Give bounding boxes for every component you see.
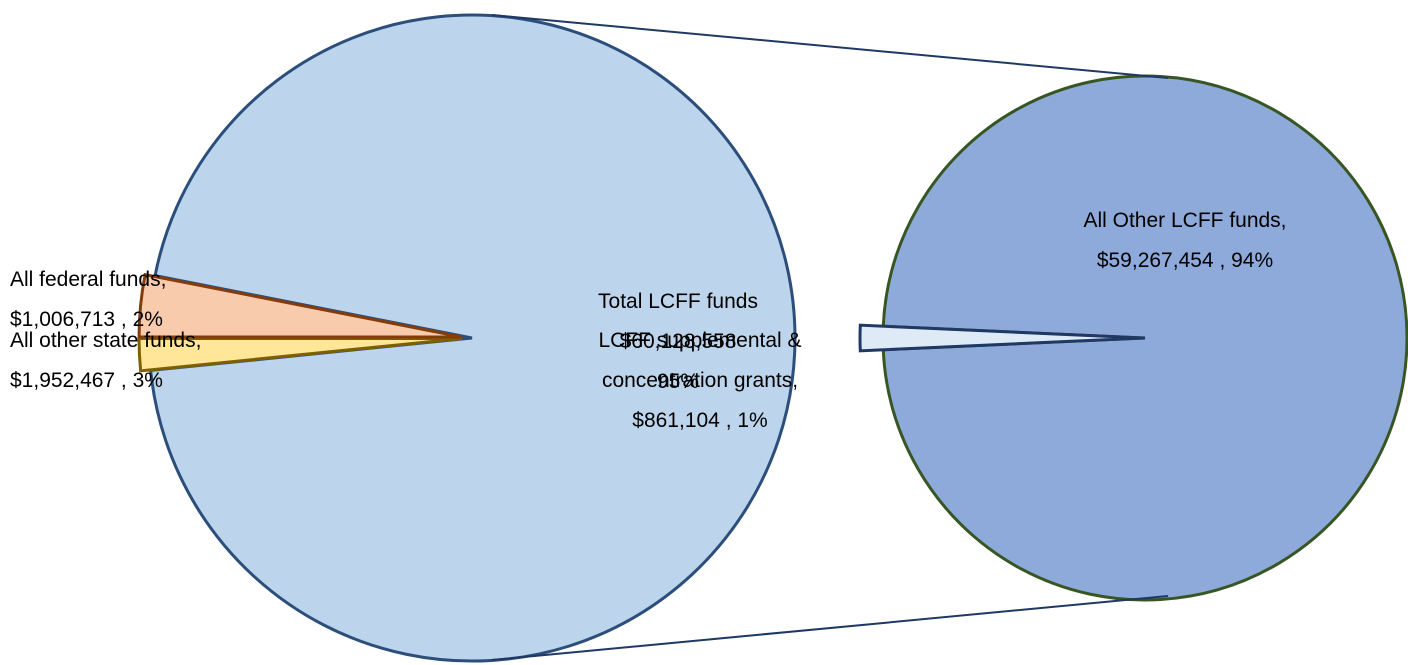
label-federal-line-1: All federal funds, (10, 268, 166, 291)
label-total-lcff-line-3: 95% (657, 370, 699, 393)
label-federal: All federal funds, $1,006,713 , 2% (10, 268, 166, 331)
slice-state (137, 272, 463, 339)
label-supplemental-line-1: LCFF supplemental & (598, 329, 801, 352)
label-state-line-2: $1,952,467 , 3% (10, 369, 163, 392)
label-supplemental-line-2: concentration grants, (602, 369, 798, 392)
slice-total-lcff (148, 13, 797, 663)
label-state: All other state funds, $1,952,467 , 3% (10, 329, 201, 392)
label-other-lcff: All Other LCFF funds, $59,267,454 , 94% (1083, 209, 1286, 272)
label-supplemental: LCFF supplemental & concentration grants,… (598, 329, 801, 432)
slice-other-lcff (881, 74, 1408, 602)
label-total-lcff-line-1: Total LCFF funds (598, 290, 758, 313)
label-state-line-1: All other state funds, (10, 329, 201, 352)
label-total-lcff: Total LCFF funds $60,128,558 95% (598, 290, 758, 393)
label-other-lcff-line-2: $59,267,454 , 94% (1097, 249, 1273, 272)
label-other-lcff-line-1: All Other LCFF funds, (1083, 209, 1286, 232)
label-supplemental-line-3: $861,104 , 1% (632, 409, 767, 432)
slice-supplemental (858, 323, 1146, 353)
connector-line-bottom (491, 595, 1169, 661)
connector-line-top (491, 14, 1169, 79)
label-federal-line-2: $1,006,713 , 2% (10, 308, 163, 331)
label-total-lcff-line-2: $60,128,558 (620, 330, 737, 353)
